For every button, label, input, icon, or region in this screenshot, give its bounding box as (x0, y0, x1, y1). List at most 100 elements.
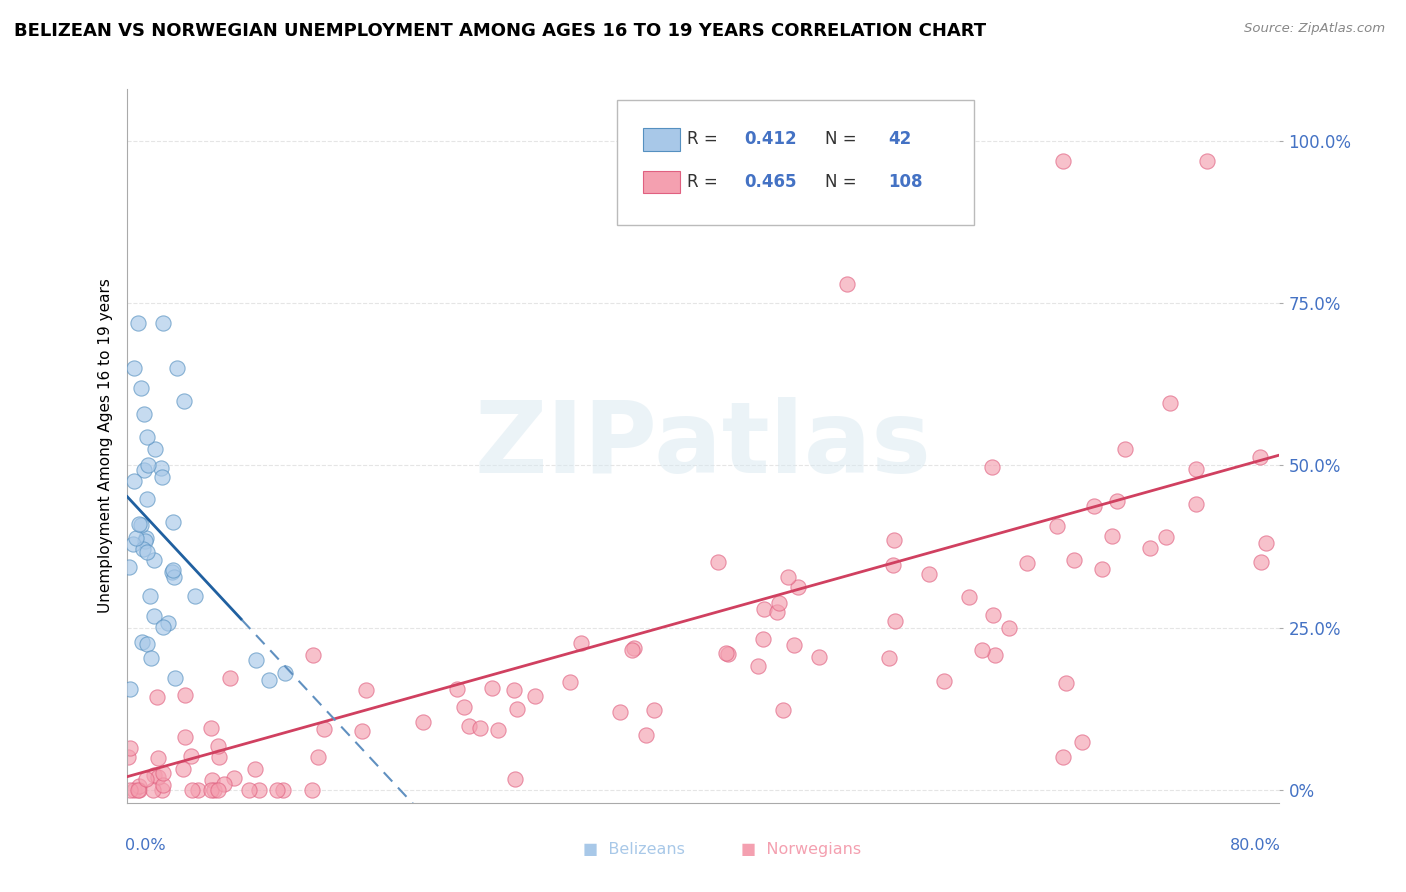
Point (136, 430, 159, 444)
Point (134, 534, 156, 549)
Point (981, 459, 1004, 474)
Point (180, 748, 202, 763)
Point (135, 531, 157, 545)
Point (502, 682, 524, 697)
Point (918, 567, 941, 582)
Point (352, 724, 374, 739)
Point (200, 782, 222, 797)
Text: R =: R = (688, 173, 723, 191)
Text: N =: N = (825, 173, 862, 191)
Text: BELIZEAN VS NORWEGIAN UNEMPLOYMENT AMONG AGES 16 TO 19 YEARS CORRELATION CHART: BELIZEAN VS NORWEGIAN UNEMPLOYMENT AMONG… (14, 22, 986, 40)
Point (752, 632, 775, 646)
Point (301, 782, 323, 797)
Point (127, 316, 149, 330)
Point (145, 442, 167, 456)
Point (162, 570, 184, 584)
Point (152, 470, 174, 484)
Point (162, 565, 184, 579)
Point (122, 537, 145, 551)
Point (717, 647, 740, 661)
Point (1046, 518, 1069, 533)
Point (766, 606, 789, 620)
Point (174, 688, 197, 702)
Point (569, 636, 592, 650)
Point (219, 671, 242, 685)
Point (142, 609, 165, 624)
Text: ■  Norwegians: ■ Norwegians (741, 842, 860, 857)
Point (1254, 535, 1277, 549)
Point (142, 553, 165, 567)
Point (132, 541, 155, 556)
Point (128, 516, 150, 531)
Point (1250, 556, 1272, 570)
Point (957, 591, 980, 605)
Point (1139, 541, 1161, 555)
Point (125, 531, 148, 545)
Point (883, 533, 905, 547)
Point (707, 555, 730, 569)
Point (271, 782, 294, 797)
Point (768, 596, 790, 610)
Point (884, 614, 907, 628)
Point (243, 763, 266, 777)
Point (152, 620, 174, 634)
Point (747, 658, 769, 673)
Point (274, 666, 297, 681)
Point (207, 739, 229, 753)
Point (134, 463, 156, 477)
Point (172, 762, 194, 776)
Point (128, 782, 150, 797)
Point (446, 682, 468, 697)
Point (143, 768, 166, 782)
Point (877, 651, 900, 665)
Point (136, 458, 159, 473)
Point (782, 638, 804, 652)
Point (118, 681, 141, 696)
Point (787, 580, 810, 594)
Point (214, 777, 236, 791)
Text: N =: N = (825, 130, 862, 148)
Point (152, 778, 174, 792)
Point (1052, 750, 1074, 764)
Point (118, 741, 141, 756)
Point (835, 277, 858, 291)
Point (506, 702, 529, 716)
Text: ■  Belizeans: ■ Belizeans (583, 842, 685, 857)
Point (131, 635, 153, 649)
Text: ZIPatlas: ZIPatlas (475, 398, 931, 494)
Point (247, 782, 270, 797)
Text: 0.412: 0.412 (745, 130, 797, 148)
Point (1083, 500, 1105, 514)
Point (146, 690, 169, 705)
Point (122, 475, 145, 489)
Point (173, 730, 195, 744)
FancyBboxPatch shape (617, 100, 974, 225)
Point (1249, 450, 1271, 464)
Point (468, 721, 491, 735)
Point (1159, 396, 1181, 410)
Point (354, 683, 377, 698)
Point (1071, 735, 1094, 749)
Point (970, 643, 993, 657)
Point (1015, 556, 1038, 570)
Point (152, 316, 174, 330)
Point (984, 648, 1007, 662)
Point (180, 782, 202, 797)
Point (117, 750, 139, 764)
Point (135, 637, 157, 651)
Text: 42: 42 (889, 130, 912, 148)
Point (139, 650, 162, 665)
Point (1052, 153, 1074, 168)
Point (1114, 442, 1136, 456)
Point (245, 653, 267, 667)
Point (128, 779, 150, 793)
Point (135, 545, 157, 559)
Point (302, 648, 325, 662)
Point (1197, 153, 1219, 168)
Point (312, 723, 335, 737)
Point (208, 750, 231, 764)
Point (257, 673, 280, 687)
Text: Source: ZipAtlas.com: Source: ZipAtlas.com (1244, 22, 1385, 36)
Point (122, 782, 145, 797)
Point (157, 616, 180, 631)
